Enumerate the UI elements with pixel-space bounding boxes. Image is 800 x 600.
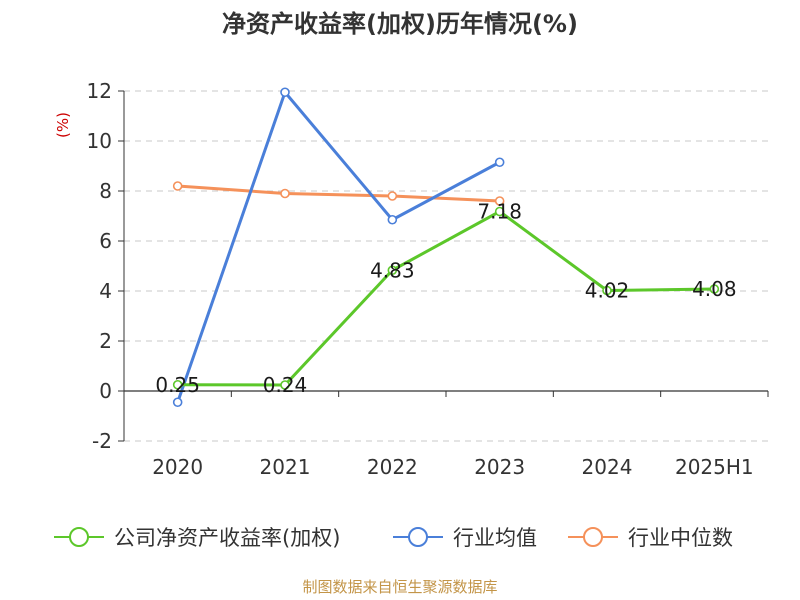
legend-label: 行业均值 — [453, 526, 537, 550]
grid-lines — [124, 90, 768, 442]
data-point — [602, 285, 612, 296]
data-point — [280, 188, 290, 199]
data-label: 0.25 — [155, 373, 200, 397]
x-tick-label: 2025H1 — [675, 455, 754, 479]
series-line — [177, 184, 500, 203]
data-point — [494, 196, 505, 206]
legend-marker — [408, 527, 428, 547]
data-label: 4.83 — [370, 258, 415, 282]
x-tick-label: 2022 — [367, 455, 418, 479]
data-label: 0.24 — [263, 373, 308, 397]
data-label: 4.02 — [585, 279, 630, 303]
data-point — [494, 206, 505, 217]
y-tick-label: 0 — [99, 379, 112, 403]
data-point — [387, 214, 398, 225]
data-label: 7.18 — [477, 200, 522, 224]
legend-label: 公司净资产收益率(加权) — [114, 526, 340, 550]
series-line — [176, 90, 501, 403]
data-point — [494, 157, 505, 168]
y-tick-label: 10 — [87, 129, 112, 153]
y-tick-label: -2 — [92, 429, 112, 453]
legend-label: 行业中位数 — [628, 526, 733, 550]
y-tick-label: 6 — [99, 229, 112, 253]
data-point — [709, 284, 720, 294]
data-point — [387, 265, 398, 276]
data-point — [280, 87, 290, 98]
x-tick-label: 2024 — [582, 455, 633, 479]
legend-marker — [583, 527, 603, 547]
source-note: 制图数据来自恒生聚源数据库 — [302, 578, 498, 596]
y-tick-label: 2 — [99, 329, 112, 353]
y-tick-label: 4 — [99, 279, 112, 303]
legend: 公司净资产收益率(加权) 行业均值 行业中位数 — [54, 526, 733, 550]
y-tick-label: 12 — [87, 79, 112, 103]
y-tick-label: 8 — [99, 179, 112, 203]
legend-marker — [69, 527, 89, 547]
data-point — [172, 397, 183, 408]
data-point — [172, 379, 183, 390]
axes: -2 0 2 4 6 8 10 12 2020 2021 2022 2023 2024 2025H1 — [87, 79, 769, 479]
chart-title: 净资产收益率(加权)历年情况(%) — [222, 10, 578, 38]
series-lines — [172, 87, 720, 408]
data-point — [172, 181, 183, 191]
data-point — [387, 191, 398, 201]
data-point — [280, 380, 290, 390]
data-labels: 0.25 0.24 4.83 7.18 4.02 4.08 — [155, 200, 736, 398]
x-tick-label: 2021 — [260, 455, 311, 479]
y-axis-label: (%) — [54, 112, 72, 138]
series-line — [177, 210, 715, 387]
data-label: 4.08 — [692, 277, 737, 301]
x-tick-label: 2020 — [152, 455, 203, 479]
x-tick-label: 2023 — [474, 455, 525, 479]
